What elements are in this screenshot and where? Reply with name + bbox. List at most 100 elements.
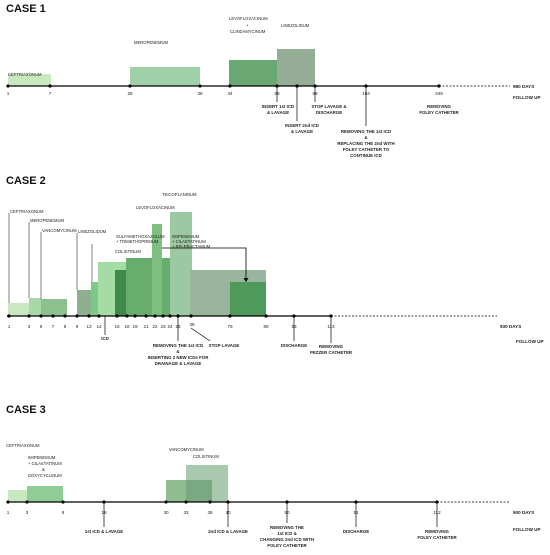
case-2-drug-label: + TRIMETHOPRIMUM (116, 239, 159, 244)
case-2-bar-levofloxacinum (152, 224, 162, 316)
case-2-tick-dot (153, 314, 157, 318)
case-3-event-label: DISCHARGE (343, 529, 369, 534)
case-1-tick-label: 44 (227, 91, 233, 96)
case-3-tick-dot (184, 500, 188, 504)
case-2-bar-teicoplaninum (170, 212, 192, 316)
case-2-drug-label: + RELEBACTAMUM (172, 244, 211, 249)
case-3-tick-label: 9 (62, 510, 65, 515)
case-1-drug-label: CEFTRIAXONUM (8, 72, 42, 77)
case-3-tick-dot (6, 500, 10, 504)
case-3-drug-label: CEFTRIAXONUM (6, 443, 40, 448)
case-3-event-label: CHANGING 2nd ICD WITH (260, 537, 314, 542)
case-2-tick-label: 14 (96, 324, 102, 329)
case-3-drug-label: VANCOMYCINUM (169, 447, 204, 452)
case-2-event-label: REMOVING THE 1st ICD (153, 343, 203, 348)
case-2-tick-dot (125, 314, 129, 318)
case-2-event-connector (190, 327, 211, 342)
case-2-tick-label: 18 (124, 324, 130, 329)
case-3-tick-label: 3 (26, 510, 29, 515)
case-1-tick-dot (128, 84, 132, 88)
case-3-drug-label: IMIPENEMUM (28, 455, 56, 460)
case-1-tick-dot (228, 84, 232, 88)
case-2-drug-label: TEICOPLANINUM (162, 192, 197, 197)
case-3-event-label: REMOVING THE (270, 525, 304, 530)
case-1-bar-levofloxacinum-clindamycinum (229, 60, 277, 86)
case-2-event-label: & (176, 349, 180, 354)
case-3-tick-dot (208, 500, 212, 504)
case-2-event-label: INSERTING 2 NEW ICDs FOR (148, 355, 210, 360)
case-1-tick-label: 28 (127, 91, 133, 96)
case-2-tick-dot (133, 314, 137, 318)
case-1-event-label: REMOVING THE 1st ICD (341, 129, 391, 134)
case-2-event-label: ICD (101, 336, 109, 341)
case-1-event-label: & LAVAGE (267, 110, 289, 115)
case-2-bar-vancomycinum (41, 299, 67, 316)
case-1-drug-label: + (246, 23, 249, 28)
case-3-event-label: 2nd ICD & LAVAGE (208, 529, 248, 534)
case-1-drug-label: LINEZOLIDUM (281, 23, 310, 28)
case-2-drug-label: SULFAMETHOXAZOLUM (116, 234, 165, 239)
case-2-bracket (162, 247, 247, 281)
case-2-tick-label: 6 (40, 324, 43, 329)
case-3-drug-label: COLISTINUM (193, 454, 219, 459)
case-2-tick-label: 8 (64, 324, 67, 329)
case-1-bar-meropenemum (130, 67, 200, 86)
case-2-tick-label: 13 (86, 324, 92, 329)
case-2-tick-dot (75, 314, 79, 318)
case-1-tick-label: 7 (49, 91, 52, 96)
case-2-event-label: REMOVING (319, 344, 343, 349)
case-2-tick-dot (168, 314, 172, 318)
case-3-follow-up-label: FOLLOW UP (513, 527, 541, 532)
case-2-drug-label: IMIPENEMUM (172, 234, 200, 239)
case-2-tick-label: 85 (263, 324, 269, 329)
case-2-drug-label: LINEZOLIDUM (78, 229, 107, 234)
case-1-end-label: 980 DAYS (513, 84, 534, 89)
case-2-tick-dot (228, 314, 232, 318)
case-3-bar-imipenemum-doxycyclinum (27, 486, 63, 502)
case-2-drug-label: MEROPENEMUM (30, 218, 64, 223)
case-1-tick-label: 349 (435, 91, 443, 96)
case-2-tick-label: 24 (167, 324, 173, 329)
case-2-tick-label: 1 (8, 324, 11, 329)
case-1-drug-label: LEVOFLOXACINUM (229, 16, 268, 21)
case-2-tick-dot (97, 314, 101, 318)
case-3-event-label: FOLEY CATHETER (417, 535, 457, 540)
case-1-event-label: & LAVAGE (291, 129, 313, 134)
case-2-event-label: STOP LAVAGE (209, 343, 240, 348)
case-3-event-label: 1st ICD & LAVAGE (85, 529, 123, 534)
case-1-drug-label: MEROPENEMUM (134, 40, 168, 45)
case-1-event-label: FOLEY CATHETER (419, 110, 459, 115)
case-1-event-label: INSERT 2nd ICD (285, 123, 319, 128)
case-2-tick-dot (115, 314, 119, 318)
case-3-tick-dot (164, 500, 168, 504)
case-2-bar-late-dark (230, 282, 266, 316)
case-3: CASE 3 CEFTRIAXONUM IMIPENEMUM + CILASTA… (6, 404, 541, 548)
case-2-tick-label: 19 (132, 324, 138, 329)
case-3-bar-vancomycinum (166, 480, 188, 502)
case-2-tick-label: 21 (143, 324, 149, 329)
case-3-bar-overlap (186, 480, 212, 502)
case-1-event-label: INSERT 1st ICD (262, 104, 294, 109)
case-3-title: CASE 3 (6, 404, 46, 416)
case-2-event-label: DISCHARGE (281, 343, 307, 348)
case-1-title: CASE 1 (6, 3, 46, 15)
case-2-tick-label: 38 (189, 322, 195, 327)
case-1-drug-label: CLINDAMYCINUM (230, 29, 266, 34)
case-2-event-label: DRAINAGE & LAVAGE (155, 361, 202, 366)
case-2-tick-dot (144, 314, 148, 318)
case-2-follow-up-label: FOLLOW UP (516, 339, 544, 344)
case-2: CASE 2 CEFTRIAXONUM MEROPENEMUM VANCOMYC… (6, 175, 544, 366)
case-2-tick-dot (51, 314, 55, 318)
case-3-tick-dot (61, 500, 65, 504)
case-2-tick-dot (189, 314, 193, 318)
case-1-tick-dot (48, 84, 52, 88)
case-2-end-label: 930 DAYS (500, 324, 521, 329)
case-1-event-label: FOLEY CATHETER TO (343, 147, 390, 152)
case-1-tick-dot (437, 84, 441, 88)
case-3-end-label: 900 DAYS (513, 510, 534, 515)
case-2-drug-label: CEFTRIAXONUM (10, 209, 44, 214)
case-1-follow-up-label: FOLLOW UP (513, 95, 541, 100)
case-1-bar-linezolidum (277, 49, 315, 86)
case-1-event-label: DISCHARGE (316, 110, 342, 115)
